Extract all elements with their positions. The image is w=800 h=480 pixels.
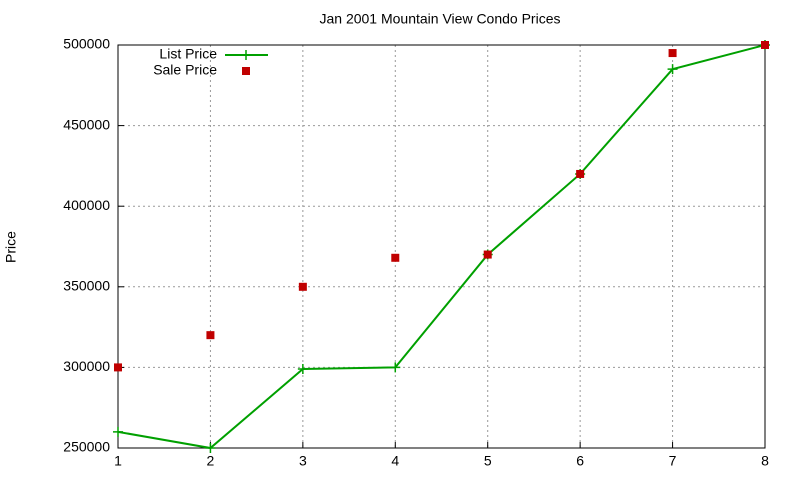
point (390, 362, 401, 373)
x-tick-label: 4 (391, 453, 399, 469)
x-tick-label: 5 (484, 453, 492, 469)
legend-label: Sale Price (153, 62, 217, 78)
point (205, 443, 216, 453)
plot-border (117, 44, 766, 449)
x-tick-label: 7 (669, 453, 677, 469)
x-tick-label: 8 (761, 453, 769, 469)
x-tick-label: 2 (207, 453, 215, 469)
y-tick-label: 450000 (63, 116, 110, 132)
x-tick-label: 1 (114, 453, 122, 469)
point (114, 363, 122, 372)
point (113, 426, 123, 437)
point (667, 64, 678, 75)
chart-title: Jan 2001 Mountain View Condo Prices (319, 11, 560, 27)
y-tick-label: 250000 (63, 439, 110, 455)
point (668, 49, 677, 58)
legend-marker (242, 67, 250, 75)
line (117, 44, 766, 450)
legend-label: List Price (159, 46, 217, 62)
y-tick-label: 350000 (63, 278, 110, 294)
x-tick-label: 6 (576, 453, 584, 469)
y-tick-label: 300000 (63, 358, 110, 374)
point (297, 364, 308, 375)
point (206, 331, 215, 340)
point (298, 282, 307, 291)
point (483, 250, 492, 259)
point (761, 41, 769, 49)
y-tick-label: 500000 (63, 36, 110, 52)
legend-marker (241, 50, 251, 60)
point (391, 253, 400, 262)
x-tick-label: 3 (299, 453, 307, 469)
point (576, 169, 585, 178)
y-axis-label: Price (3, 231, 19, 263)
y-tick-label: 400000 (63, 197, 110, 213)
